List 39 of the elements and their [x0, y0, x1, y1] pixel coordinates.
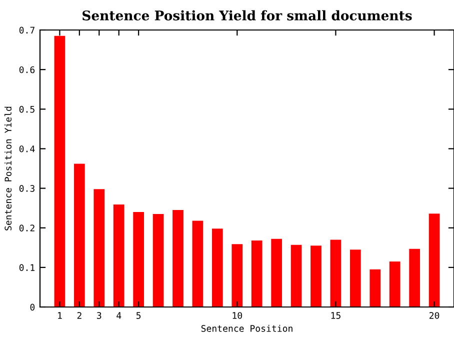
bar [133, 212, 144, 307]
x-tick-label: 2 [77, 312, 82, 319]
x-tick-label: 5 [136, 312, 141, 319]
bar [152, 214, 164, 307]
bar [54, 36, 66, 307]
bar [330, 240, 342, 307]
bar [192, 220, 204, 307]
x-tick-label: 4 [116, 312, 122, 319]
x-tick-label: 10 [232, 312, 242, 319]
y-tick-label: 0 [30, 304, 35, 311]
bar [271, 238, 282, 307]
bar [251, 240, 262, 307]
bar [212, 228, 223, 307]
x-tick-label: 15 [331, 312, 340, 319]
y-tick-label: 0.5 [19, 106, 34, 113]
bar [310, 246, 322, 307]
y-tick-label: 0.1 [19, 264, 35, 272]
x-tick-label: 1 [58, 312, 62, 319]
y-tick-label: 0.6 [19, 66, 35, 74]
chart-title: Sentence Position Yield for small documents [82, 10, 412, 20]
bar [113, 204, 124, 307]
x-tick-label: 3 [97, 312, 102, 319]
bar [94, 189, 105, 307]
bar [290, 244, 302, 307]
y-tick-label: 0.7 [19, 26, 34, 34]
bar [370, 269, 381, 307]
bar [232, 244, 243, 307]
bar [409, 248, 420, 307]
x-tick-label: 20 [430, 312, 440, 319]
bar [172, 210, 184, 307]
bar [74, 164, 85, 307]
bar [350, 250, 361, 307]
y-tick-label: 0.3 [19, 185, 34, 192]
x-axis-title: Sentence Position [201, 324, 292, 332]
y-axis-title: Sentence Position Yield [4, 106, 12, 230]
bar [389, 261, 400, 307]
bar [428, 214, 440, 307]
y-tick-label: 0.4 [19, 145, 35, 152]
y-tick-label: 0.2 [19, 224, 34, 232]
